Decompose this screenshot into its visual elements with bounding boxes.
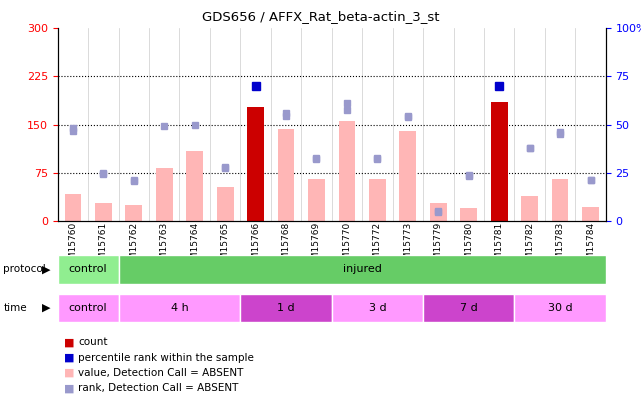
Bar bbox=[65, 194, 81, 221]
Bar bbox=[515, 294, 606, 322]
Text: injured: injured bbox=[343, 264, 381, 274]
Text: ■: ■ bbox=[64, 337, 74, 347]
Bar bbox=[240, 294, 332, 322]
Bar bbox=[521, 196, 538, 221]
Bar bbox=[119, 294, 240, 322]
Bar bbox=[369, 179, 386, 221]
Bar bbox=[278, 129, 294, 221]
Text: 30 d: 30 d bbox=[548, 303, 572, 313]
Text: percentile rank within the sample: percentile rank within the sample bbox=[78, 353, 254, 362]
Bar bbox=[119, 255, 606, 284]
Bar bbox=[308, 179, 325, 221]
Text: ■: ■ bbox=[64, 353, 74, 362]
Bar bbox=[247, 107, 264, 221]
Bar bbox=[217, 188, 233, 221]
Bar bbox=[58, 255, 119, 284]
Bar bbox=[338, 122, 355, 221]
Bar bbox=[156, 168, 172, 221]
Text: 4 h: 4 h bbox=[171, 303, 188, 313]
Bar bbox=[423, 294, 515, 322]
Bar bbox=[582, 207, 599, 221]
Text: ▶: ▶ bbox=[42, 264, 51, 274]
Text: control: control bbox=[69, 303, 108, 313]
Bar bbox=[491, 102, 508, 221]
Text: ▶: ▶ bbox=[42, 303, 51, 313]
Text: rank, Detection Call = ABSENT: rank, Detection Call = ABSENT bbox=[78, 384, 238, 393]
Text: ■: ■ bbox=[64, 384, 74, 393]
Text: 1 d: 1 d bbox=[278, 303, 295, 313]
Bar bbox=[460, 208, 477, 221]
Bar bbox=[332, 294, 423, 322]
Bar bbox=[552, 179, 569, 221]
Bar bbox=[58, 294, 119, 322]
Text: count: count bbox=[78, 337, 108, 347]
Text: time: time bbox=[3, 303, 27, 313]
Bar bbox=[126, 205, 142, 221]
Text: 3 d: 3 d bbox=[369, 303, 386, 313]
Text: control: control bbox=[69, 264, 108, 274]
Text: value, Detection Call = ABSENT: value, Detection Call = ABSENT bbox=[78, 368, 244, 378]
Bar bbox=[187, 151, 203, 221]
Text: protocol: protocol bbox=[3, 264, 46, 274]
Bar bbox=[399, 131, 416, 221]
Bar bbox=[430, 203, 447, 221]
Text: ■: ■ bbox=[64, 368, 74, 378]
Bar bbox=[95, 203, 112, 221]
Text: 7 d: 7 d bbox=[460, 303, 478, 313]
Text: GDS656 / AFFX_Rat_beta-actin_3_st: GDS656 / AFFX_Rat_beta-actin_3_st bbox=[202, 10, 439, 23]
